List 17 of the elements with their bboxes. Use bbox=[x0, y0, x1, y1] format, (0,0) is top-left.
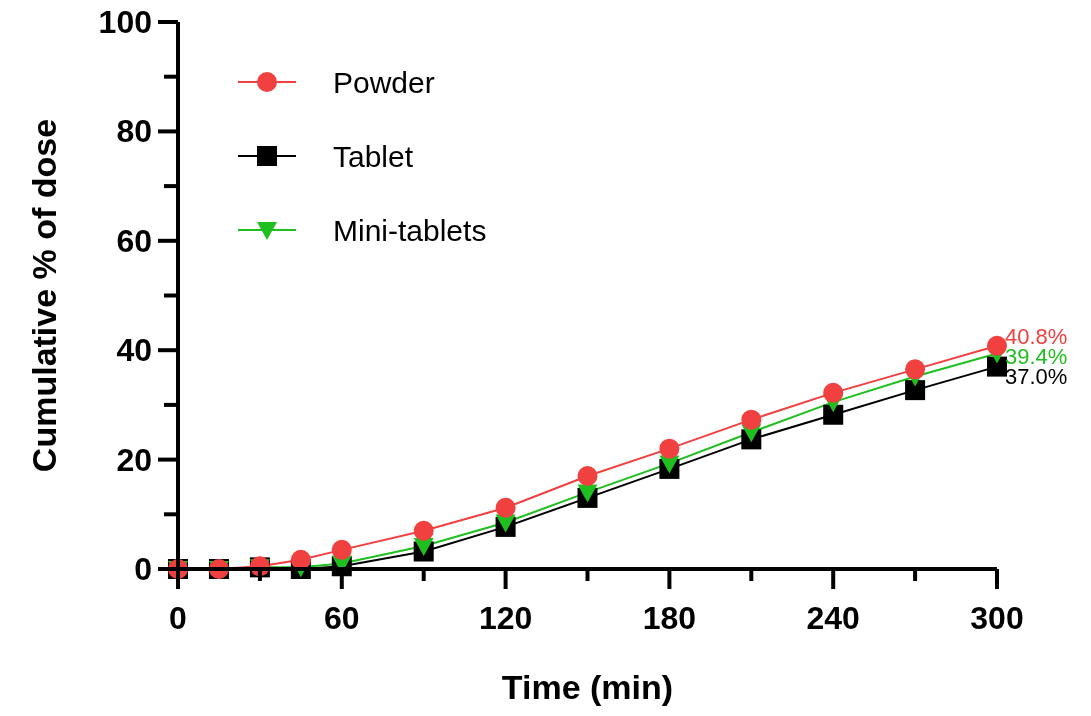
y-axis-title: Cumulative % of dose bbox=[25, 118, 63, 473]
y-tick-label: 80 bbox=[116, 113, 152, 150]
y-tick-label: 60 bbox=[116, 222, 152, 259]
x-tick-label: 60 bbox=[324, 600, 360, 636]
x-axis-title: Time (min) bbox=[501, 668, 674, 706]
y-tick-label: 20 bbox=[116, 441, 152, 478]
x-tick-label: 120 bbox=[478, 600, 533, 636]
legend-label: Tablet bbox=[333, 140, 414, 173]
x-tick-label: 0 bbox=[169, 600, 187, 636]
x-tick-label: 180 bbox=[642, 600, 697, 636]
legend-label: Mini-tablets bbox=[333, 214, 487, 247]
x-tick-label: 240 bbox=[806, 600, 860, 636]
y-tick-label: 100 bbox=[98, 4, 152, 40]
y-tick-label: 40 bbox=[116, 332, 152, 369]
x-tick-label: 300 bbox=[970, 600, 1024, 636]
legend-label: Powder bbox=[333, 66, 435, 99]
y-tick-label: 0 bbox=[134, 551, 152, 587]
